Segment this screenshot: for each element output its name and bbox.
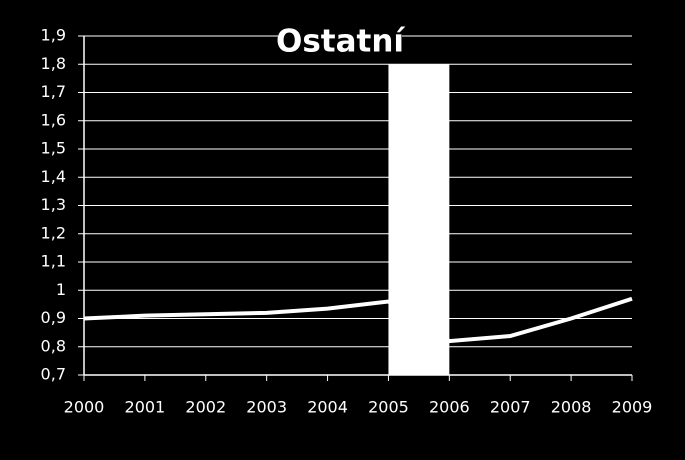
x-tick-label: 2002 [185, 398, 226, 417]
x-tick-label: 2000 [64, 398, 105, 417]
x-tick-label: 2005 [368, 398, 409, 417]
y-tick-label: 0,7 [41, 365, 66, 384]
y-tick-label: 1,4 [41, 167, 66, 186]
title-backdrop [278, 22, 402, 62]
y-tick-label: 1,7 [41, 82, 66, 101]
y-tick-label: 1 [56, 280, 66, 299]
data-line [83, 296, 633, 344]
x-tick-label: 2001 [125, 398, 166, 417]
x-tick-label: 2007 [490, 398, 531, 417]
y-tick-label: 1,3 [41, 195, 66, 214]
x-tick-label: 2006 [429, 398, 470, 417]
x-tick-label: 2009 [612, 398, 653, 417]
y-tick-label: 1,9 [41, 26, 66, 45]
y-tick-label: 1,2 [41, 223, 66, 242]
y-tick-label: 1,5 [41, 139, 66, 158]
y-tick-label: 1,6 [41, 110, 66, 129]
x-tick-label: 2008 [551, 398, 592, 417]
y-tick-label: 0,8 [41, 336, 66, 355]
x-tick-label: 2003 [246, 398, 287, 417]
y-tick-label: 1,1 [41, 252, 66, 271]
y-tick-label: 1,8 [41, 54, 66, 73]
chart-title: Ostatní [276, 24, 405, 60]
highlight-band [388, 64, 450, 375]
y-tick-label: 0,9 [41, 308, 66, 327]
x-tick-label: 2004 [307, 398, 348, 417]
